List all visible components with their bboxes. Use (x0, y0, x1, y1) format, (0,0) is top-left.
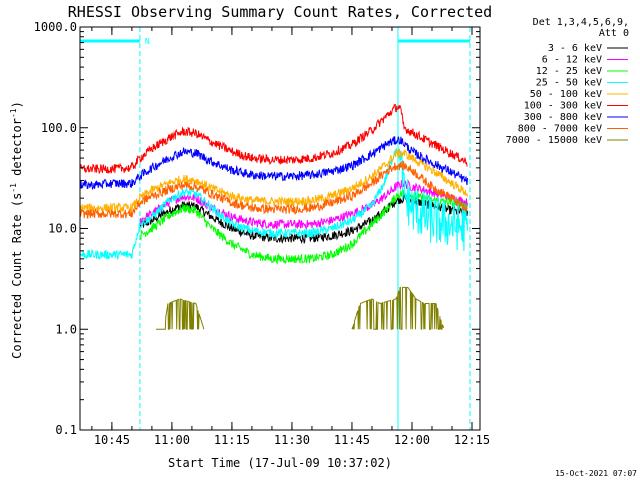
x-tick-label: 11:15 (214, 433, 250, 447)
x-tick-label: 11:30 (274, 433, 310, 447)
y-tick-label: 0.1 (55, 423, 77, 437)
y-label-sup1: -1 (9, 183, 18, 193)
legend-entry-label: 25 - 50 keV (536, 78, 602, 89)
legend-header-line: Det 1,3,4,5,6,9, (533, 17, 629, 28)
legend-entry-label: 300 - 800 keV (524, 112, 602, 123)
x-tick-label: 10:45 (94, 433, 130, 447)
night-marker-label: N (145, 37, 150, 46)
y-label-sup2: -1 (9, 108, 18, 118)
series-300-800-kev-kev (79, 136, 468, 190)
legend-entry-label: 7000 - 15000 keV (506, 135, 602, 146)
chart-title: RHESSI Observing Summary Count Rates, Co… (68, 3, 492, 21)
series-line (139, 189, 468, 266)
y-label-end: ) (10, 101, 24, 108)
axes: 0.1 1.0 10.0 100.0 1000.0 10:45 11:00 11:15 11:3… (34, 20, 490, 447)
series-25-50-kev-kev (79, 147, 468, 261)
series-line (79, 103, 468, 175)
night-intervals: N (79, 27, 471, 430)
legend-entry-label: 12 - 25 keV (536, 66, 602, 77)
x-axis-label: Start Time (17-Jul-09 10:37:02) (168, 456, 392, 470)
x-tick-label: 12:15 (454, 433, 490, 447)
y-tick-label: 100.0 (41, 121, 77, 135)
legend-entry-label: 100 - 300 keV (524, 101, 602, 112)
x-tick-label: 12:00 (394, 433, 430, 447)
y-label-main: Corrected Count Rate (s (10, 193, 24, 359)
series-line (79, 147, 468, 261)
series-100-300-kev-kev (79, 103, 468, 175)
series-12-25-kev-kev (139, 189, 468, 266)
y-tick-label: 1.0 (55, 322, 77, 336)
series-line (79, 148, 468, 214)
footer-timestamp: 15-Oct-2021 07:07 (555, 469, 637, 478)
y-label-mid: detector (10, 118, 24, 183)
x-tick-label: 11:00 (154, 433, 190, 447)
series-800-7000-kev-kev (79, 160, 468, 219)
legend-entry-label: 50 - 100 keV (530, 89, 602, 100)
series-line (155, 286, 445, 330)
y-tick-label: 10.0 (48, 222, 77, 236)
y-axis-label: Corrected Count Rate (s-1 detector-1) (9, 101, 24, 359)
legend-entry-label: 800 - 7000 keV (518, 124, 602, 135)
series-line (79, 160, 468, 219)
series-7000-15000-kev-kev (155, 286, 445, 330)
legend-entry-label: 3 - 6 keV (548, 43, 602, 54)
legend-entry-label: 6 - 12 keV (542, 55, 602, 66)
legend-header-line: Att 0 (599, 28, 629, 39)
series-line (79, 136, 468, 190)
series-50-100-kev-kev (79, 148, 468, 214)
x-tick-label: 11:45 (334, 433, 370, 447)
series-layer (79, 103, 468, 330)
y-tick-label: 1000.0 (34, 20, 77, 34)
